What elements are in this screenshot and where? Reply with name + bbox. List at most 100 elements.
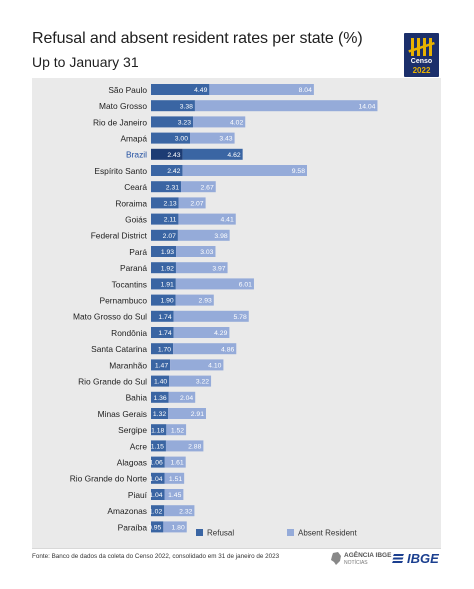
refusal-value-label: 2.43	[167, 152, 180, 159]
category-label: Rio Grande do Norte	[70, 474, 148, 484]
category-label: Pará	[129, 247, 147, 257]
ibge-stripes-icon	[392, 554, 404, 563]
refusal-bar	[151, 132, 190, 144]
refusal-value-label: 3.00	[175, 136, 188, 143]
refusal-value-label: 2.31	[166, 184, 179, 191]
ibge-wordmark: IBGE	[407, 551, 439, 566]
category-label: Piauí	[128, 490, 148, 500]
absent-value-label: 3.97	[212, 265, 225, 272]
absent-bar	[164, 472, 185, 484]
refusal-bar	[151, 197, 179, 209]
refusal-bar	[151, 359, 171, 371]
refusal-value-label: 1.90	[160, 298, 173, 305]
refusal-value-label: 1.93	[161, 249, 174, 256]
refusal-value-label: 1.18	[151, 427, 164, 434]
absent-bar	[164, 456, 186, 468]
absent-bar	[166, 424, 187, 436]
absent-value-label: 6.01	[239, 282, 252, 289]
refusal-bar	[151, 148, 183, 160]
absent-value-label: 1.80	[172, 525, 185, 532]
category-label: Pernambuco	[100, 296, 148, 306]
legend-swatch-absent	[287, 529, 294, 536]
absent-value-label: 9.58	[292, 168, 305, 175]
censo-2022-logo: Censo 2022	[404, 33, 439, 77]
refusal-bar	[151, 116, 193, 128]
absent-bar	[173, 327, 230, 338]
chart-panel: São Paulo 4.49 8.04 Mato Grosso 3.38 14.04 Rio…	[32, 78, 441, 548]
agencia-ibge-logo: AGÊNCIA IBGE NOTÍCIAS	[330, 551, 391, 567]
refusal-bar	[151, 375, 170, 387]
refusal-bar	[151, 327, 174, 338]
absent-value-label: 2.04	[180, 395, 193, 402]
refusal-value-label: 1.06	[150, 460, 163, 467]
absent-value-label: 4.29	[214, 330, 227, 337]
absent-bar	[178, 197, 206, 209]
absent-value-label: 4.02	[230, 120, 243, 127]
refusal-value-label: 1.74	[158, 314, 171, 321]
category-label: São Paulo	[108, 85, 147, 95]
absent-bar	[190, 132, 235, 144]
absent-bar	[175, 278, 254, 290]
absent-bar	[168, 408, 206, 419]
refusal-value-label: 1.40	[154, 379, 167, 386]
refusal-bar	[151, 278, 176, 290]
absent-value-label: 3.43	[219, 136, 232, 143]
legend-label-absent: Absent Resident	[298, 529, 357, 538]
absent-value-label: 3.98	[214, 233, 227, 240]
absent-value-label: 2.88	[188, 444, 201, 451]
refusal-value-label: 0.95	[148, 525, 161, 532]
absent-bar	[170, 359, 224, 371]
absent-bar	[169, 375, 212, 387]
category-label: Minas Gerais	[98, 409, 147, 419]
absent-value-label: 1.45	[168, 492, 181, 499]
absent-value-label: 8.04	[299, 87, 312, 94]
refusal-bar	[151, 456, 165, 468]
refusal-value-label: 2.07	[163, 233, 176, 240]
refusal-value-label: 2.42	[167, 168, 180, 175]
absent-bar	[173, 343, 237, 355]
category-label: Acre	[130, 441, 148, 451]
bar-chart: São Paulo 4.49 8.04 Mato Grosso 3.38 14.04 Rio…	[70, 84, 378, 538]
absent-value-label: 5.78	[234, 314, 247, 321]
legend-label-refusal: Refusal	[207, 529, 234, 538]
refusal-value-label: 1.74	[158, 330, 171, 337]
absent-value-label: 2.93	[199, 298, 212, 305]
refusal-value-label: 1.36	[153, 395, 166, 402]
category-label: Rio de Janeiro	[93, 117, 147, 127]
refusal-bar	[151, 343, 174, 355]
category-label: Alagoas	[117, 458, 147, 468]
refusal-bar	[151, 84, 210, 95]
refusal-value-label: 4.49	[194, 87, 207, 94]
absent-bar	[163, 521, 187, 533]
absent-value-label: 1.51	[169, 476, 182, 483]
refusal-value-label: 1.15	[151, 444, 164, 451]
category-label: Amazonas	[107, 506, 147, 516]
footer-divider	[32, 548, 441, 549]
refusal-bar	[151, 246, 177, 257]
absent-bar	[181, 181, 216, 193]
refusal-value-label: 2.13	[163, 201, 176, 208]
absent-value-label: 2.32	[179, 508, 192, 515]
refusal-value-label: 1.02	[149, 508, 162, 515]
absent-bar	[177, 229, 230, 241]
refusal-bar	[151, 213, 179, 225]
logo-line-2: 2022	[412, 66, 431, 75]
absent-bar	[209, 84, 314, 95]
refusal-bar	[151, 408, 169, 419]
refusal-value-label: 1.91	[161, 282, 174, 289]
ibge-logo: IBGE	[392, 550, 442, 568]
absent-bar	[176, 246, 216, 257]
category-label: Mato Grosso do Sul	[73, 312, 147, 322]
refusal-bar	[151, 472, 165, 484]
logo-line-1: Censo	[410, 58, 433, 65]
absent-value-label: 3.22	[196, 379, 209, 386]
refusal-value-label: 3.38	[180, 103, 193, 110]
absent-value-label: 4.10	[208, 363, 221, 370]
refusal-value-label: 1.32	[153, 411, 166, 418]
refusal-value-label: 1.04	[149, 476, 162, 483]
absent-value-label: 2.91	[191, 411, 204, 418]
refusal-bar	[151, 310, 174, 322]
category-label: Paraíba	[118, 522, 148, 532]
absent-bar	[175, 294, 214, 306]
refusal-value-label: 1.47	[155, 363, 168, 370]
